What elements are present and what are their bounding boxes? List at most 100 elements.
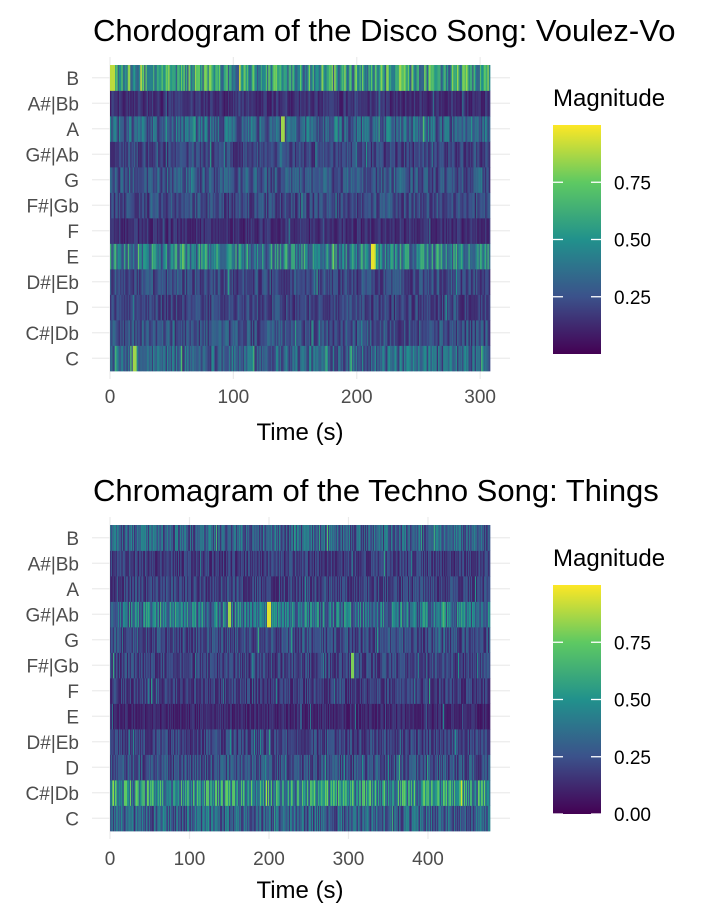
heatmap-cell (211, 90, 213, 117)
heatmap-cell (208, 65, 211, 91)
heatmap-cell (449, 90, 452, 117)
heatmap-cell (331, 294, 334, 321)
heatmap-cell (177, 320, 179, 346)
heatmap-cell (388, 90, 391, 117)
heatmap-cell (464, 269, 467, 295)
heatmap-cell (407, 90, 410, 117)
heatmap-cell (319, 65, 321, 91)
heatmap-cell (164, 320, 167, 346)
heatmap-cell (208, 294, 211, 321)
heatmap-cell (136, 243, 139, 270)
heatmap-cell (472, 141, 474, 168)
heatmap-cell (126, 269, 129, 295)
heatmap-cell (330, 243, 333, 270)
heatmap-cell (427, 805, 429, 832)
heatmap-cell (335, 218, 338, 244)
heatmap-cell (398, 141, 401, 168)
heatmap-cell (339, 294, 341, 321)
heatmap-cell (268, 243, 270, 270)
heatmap-cell (144, 65, 146, 91)
heatmap-cell (472, 320, 474, 346)
heatmap-cell (215, 345, 217, 372)
heatmap-cell (243, 192, 245, 219)
heatmap-cell (196, 805, 198, 832)
heatmap-cell (283, 141, 286, 168)
heatmap-cell (325, 805, 327, 832)
heatmap-cell (414, 345, 416, 372)
heatmap-cell (118, 167, 121, 193)
heatmap-cell (467, 65, 469, 91)
heatmap-cell (311, 65, 314, 91)
heatmap-cell (170, 780, 172, 806)
heatmap-cell (452, 65, 454, 91)
heatmap-cell (207, 294, 210, 321)
heatmap-cell (269, 167, 272, 193)
heatmap-cell (210, 141, 212, 168)
heatmap-cell (165, 65, 168, 91)
heatmap-cell (393, 345, 396, 372)
heatmap-cell (417, 805, 419, 832)
heatmap-cell (141, 320, 144, 346)
heatmap-cell (372, 192, 374, 219)
heatmap-cell (239, 269, 241, 295)
heatmap-cell (460, 243, 463, 270)
heatmap-cell (349, 243, 352, 270)
heatmap-cell (426, 320, 429, 346)
heatmap-cell (317, 805, 319, 832)
heatmap-cell (415, 320, 417, 346)
heatmap-cell (416, 218, 419, 244)
heatmap-cell (198, 294, 201, 321)
heatmap-cell (311, 345, 314, 372)
heatmap-cell (465, 805, 467, 832)
heatmap-cell (270, 345, 273, 372)
heatmap-cell (307, 218, 310, 244)
heatmap-cell (227, 345, 230, 372)
heatmap-cell (405, 167, 407, 193)
heatmap-cell (121, 65, 124, 91)
heatmap-cell (174, 345, 177, 372)
heatmap-cell (217, 141, 220, 168)
heatmap-cell (141, 141, 144, 168)
heatmap-cell (411, 141, 414, 168)
heatmap-cell (244, 320, 246, 346)
heatmap-cell (242, 780, 244, 806)
heatmap-cell (325, 320, 327, 346)
heatmap-cell (349, 294, 352, 321)
heatmap-cell (187, 141, 189, 168)
heatmap-cell (426, 243, 429, 270)
heatmap-cell (187, 294, 189, 321)
heatmap-cell (402, 167, 405, 193)
heatmap-cell (317, 294, 320, 321)
heatmap-cell (117, 90, 120, 117)
heatmap-cell (334, 116, 336, 142)
heatmap-cell (113, 192, 116, 219)
heatmap-cell (136, 805, 138, 832)
heatmap-cell (326, 90, 329, 117)
heatmap-cell (210, 218, 212, 244)
heatmap-cell (396, 294, 398, 321)
heatmap-cell (179, 167, 182, 193)
heatmap-cell (357, 345, 359, 372)
heatmap-cell (414, 116, 416, 142)
heatmap-cell (367, 218, 369, 244)
heatmap-cell (443, 192, 445, 219)
heatmap-cell (367, 269, 369, 295)
heatmap-cell (487, 141, 490, 168)
heatmap-cell (224, 345, 226, 372)
heatmap-cell (154, 90, 156, 117)
heatmap-cell (203, 218, 206, 244)
heatmap-cell (113, 320, 116, 346)
heatmap-cell (365, 90, 368, 117)
heatmap-cell (412, 167, 415, 193)
heatmap-cell (317, 218, 320, 244)
heatmap-cell (441, 345, 444, 372)
heatmap-cell (362, 805, 364, 832)
heatmap-cell (240, 805, 242, 832)
heatmap-cell (410, 192, 412, 219)
heatmap-cell (170, 65, 173, 91)
heatmap-cell (170, 805, 172, 832)
heatmap-cell (126, 243, 129, 270)
heatmap-cell (452, 116, 454, 142)
heatmap-cell (416, 192, 419, 219)
heatmap-cell (241, 141, 244, 168)
